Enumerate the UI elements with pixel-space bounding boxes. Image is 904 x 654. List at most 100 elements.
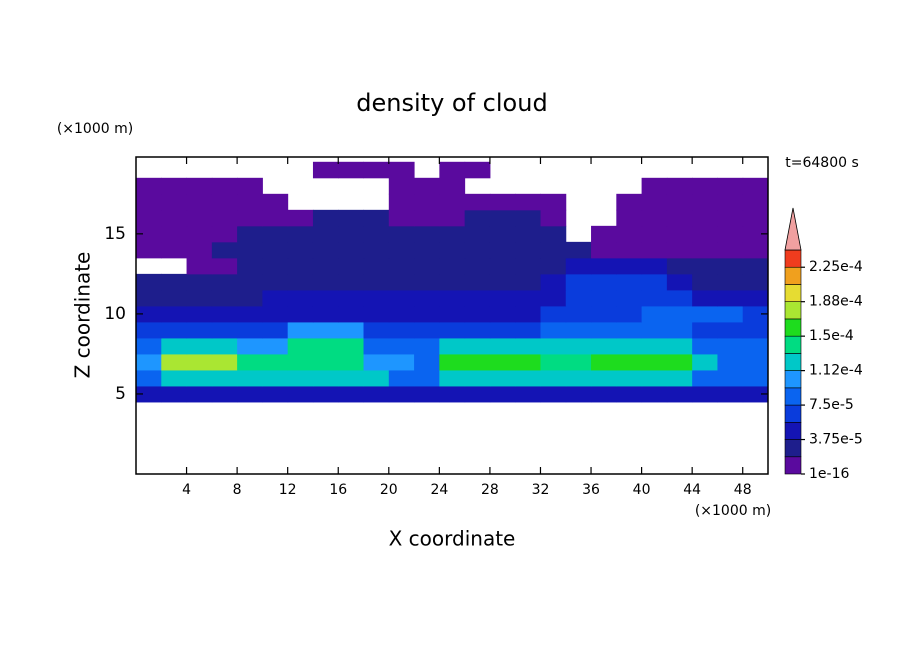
cell [591, 385, 617, 403]
cell [489, 385, 516, 403]
cell [717, 353, 744, 371]
cell [312, 273, 339, 291]
cell [237, 321, 263, 339]
cell [161, 305, 188, 323]
x-tick-label: 40 [633, 482, 651, 498]
cell [439, 289, 466, 307]
cell [312, 337, 339, 355]
cell [439, 353, 466, 371]
cell [591, 273, 617, 291]
y-tick-label: 15 [104, 224, 126, 244]
cell [363, 369, 390, 387]
cell [186, 289, 213, 307]
cell [388, 321, 415, 339]
cell [717, 177, 744, 195]
cell [211, 273, 238, 291]
cell [338, 337, 365, 355]
cell [388, 193, 415, 211]
cell [161, 209, 188, 227]
cell [666, 257, 693, 275]
cell [414, 353, 440, 371]
cell [641, 177, 668, 195]
cell [565, 337, 592, 355]
cell [338, 305, 365, 323]
cell [717, 225, 744, 243]
cell [186, 273, 213, 291]
cell [388, 257, 415, 275]
cell [616, 353, 643, 371]
cell [388, 353, 415, 371]
cell [338, 385, 365, 403]
cell [161, 289, 188, 307]
field [136, 161, 769, 403]
cell [136, 369, 162, 387]
cell [237, 369, 263, 387]
y-tick-label: 5 [115, 384, 126, 404]
cell [414, 209, 440, 227]
cell [161, 177, 188, 195]
colorbar-box [784, 318, 802, 337]
cell [641, 321, 668, 339]
cell [287, 241, 314, 259]
annotation: t=64800 s [785, 155, 859, 171]
cell [211, 241, 238, 259]
cell [439, 321, 466, 339]
cell [136, 193, 162, 211]
cell [692, 193, 718, 211]
cell [439, 225, 466, 243]
cell [616, 273, 643, 291]
cell [666, 289, 693, 307]
cell [287, 321, 314, 339]
cell [515, 241, 541, 259]
cell [388, 305, 415, 323]
cell [439, 241, 466, 259]
cell [692, 209, 718, 227]
cell [363, 289, 390, 307]
cell [666, 305, 693, 323]
cell [262, 385, 289, 403]
cell [540, 369, 567, 387]
cell [312, 289, 339, 307]
colorbar-tick-label: 1e-16 [809, 466, 849, 482]
cell [237, 241, 263, 259]
cell [540, 257, 567, 275]
cell [312, 305, 339, 323]
cell [616, 289, 643, 307]
cell [237, 289, 263, 307]
cell [515, 353, 541, 371]
cell [489, 225, 516, 243]
cell [666, 241, 693, 259]
cell [464, 289, 491, 307]
cell [666, 385, 693, 403]
cell [388, 337, 415, 355]
cell [742, 385, 769, 403]
cell [540, 353, 567, 371]
colorbar-box [784, 284, 802, 302]
cell [287, 353, 314, 371]
cell [439, 177, 466, 195]
cell [136, 273, 162, 291]
cell [388, 241, 415, 259]
plot-frame [135, 156, 769, 475]
cell [515, 273, 541, 291]
x-tick-label: 32 [532, 482, 550, 498]
cell [692, 337, 718, 355]
cell [641, 225, 668, 243]
colorbar-box [784, 249, 802, 268]
cell [591, 289, 617, 307]
cell [237, 225, 263, 243]
cell [312, 369, 339, 387]
cell [591, 337, 617, 355]
cell [363, 209, 390, 227]
cell [186, 241, 213, 259]
cell [616, 321, 643, 339]
cell [717, 209, 744, 227]
cell [666, 273, 693, 291]
cell [641, 209, 668, 227]
cell [211, 321, 238, 339]
cell [312, 385, 339, 403]
colorbar-box [784, 387, 802, 406]
cell [439, 257, 466, 275]
cell [489, 273, 516, 291]
cell [515, 225, 541, 243]
